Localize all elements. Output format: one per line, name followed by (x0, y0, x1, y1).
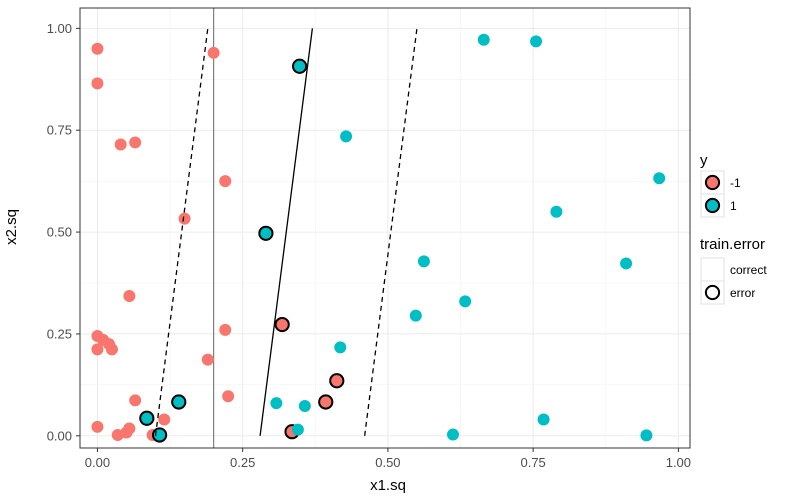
data-point (91, 77, 104, 90)
data-point (477, 33, 490, 46)
legend-error-label: correct (730, 263, 767, 277)
x-tick-label: 0.00 (85, 455, 110, 470)
margin-line (154, 28, 209, 436)
plot-panel (79, 7, 691, 449)
data-point-error (329, 373, 345, 389)
data-point (219, 323, 232, 336)
y-tick-label: 0.00 (47, 428, 72, 443)
legend-y-items: -1 1 (700, 170, 741, 218)
data-point (270, 397, 283, 410)
legend: y -1 1 train.error correct error (700, 152, 767, 305)
data-point (219, 175, 232, 188)
x-tick-label: 1.00 (666, 455, 691, 470)
y-axis-title: x2.sq (3, 209, 20, 245)
x-tick-label: 0.50 (375, 455, 400, 470)
data-point-error (274, 316, 290, 333)
data-point (530, 35, 543, 48)
x-axis-title: x1.sq (370, 477, 406, 494)
data-point (334, 341, 347, 354)
x-axis: 0.00 0.25 0.50 0.75 1.00 (85, 448, 691, 470)
data-point (653, 172, 666, 185)
data-point (446, 428, 459, 441)
legend-error-label: error (730, 286, 755, 300)
data-point-error (258, 225, 274, 241)
data-point (91, 343, 104, 356)
data-point-error (171, 394, 187, 410)
data-point (207, 46, 220, 59)
legend-error-key-swatch (704, 284, 721, 301)
legend-y-key-swatch (704, 174, 721, 191)
data-point (459, 295, 472, 308)
y-tick-label: 0.50 (47, 225, 72, 240)
panel-border (79, 7, 691, 449)
data-point (91, 42, 104, 55)
data-point (105, 343, 118, 356)
y-axis: 0.00 0.25 0.50 0.75 1.00 (47, 21, 80, 443)
data-point (298, 400, 311, 413)
margin-line (364, 28, 418, 436)
legend-error-items: correct error (700, 257, 767, 305)
data-point (114, 138, 127, 151)
data-point (640, 429, 653, 442)
legend-y-label: -1 (730, 176, 741, 190)
x-tick-label: 0.75 (520, 455, 545, 470)
decision-boundary-line (259, 28, 314, 436)
data-point (158, 413, 171, 426)
data-point (123, 290, 136, 303)
data-point (201, 353, 214, 366)
data-point (537, 413, 550, 426)
y-tick-label: 0.75 (47, 123, 72, 138)
data-point-error (151, 427, 168, 443)
x-tick-label: 0.25 (230, 455, 255, 470)
legend-key (700, 257, 725, 282)
data-point (129, 394, 142, 407)
data-point (620, 257, 633, 270)
y-tick-label: 0.25 (47, 326, 72, 341)
legend-y-key-swatch (704, 197, 721, 214)
data-point (409, 309, 422, 322)
data-point (91, 420, 104, 433)
y-tick-label: 1.00 (47, 21, 72, 36)
legend-error-title: train.error (700, 236, 765, 253)
data-point-error (139, 410, 155, 426)
data-point (340, 130, 353, 143)
data-point-error (292, 58, 308, 74)
legend-y-title: y (700, 152, 708, 169)
data-point-error (318, 394, 334, 410)
data-point (291, 423, 304, 436)
data-point (550, 205, 563, 218)
data-point (111, 428, 124, 441)
data-point (178, 212, 191, 225)
data-point (222, 390, 235, 403)
legend-y-label: 1 (730, 199, 737, 213)
data-point (417, 255, 430, 268)
data-point (129, 136, 142, 149)
